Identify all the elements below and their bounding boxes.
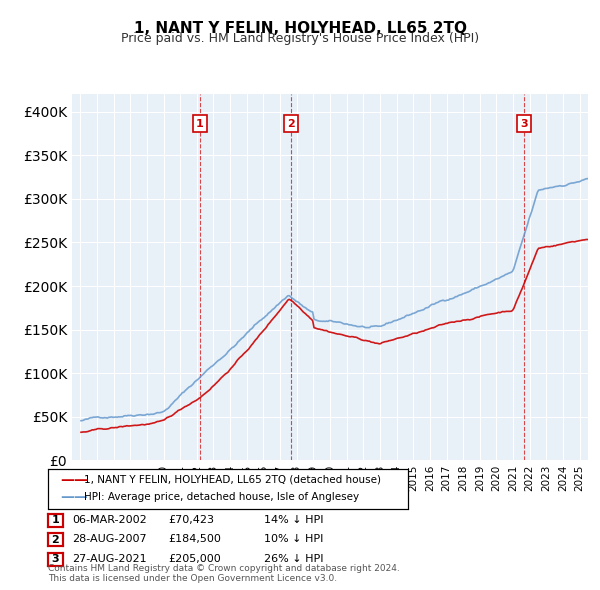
Text: ——: —— xyxy=(60,473,88,487)
Text: 14% ↓ HPI: 14% ↓ HPI xyxy=(264,515,323,525)
Text: £70,423: £70,423 xyxy=(168,515,214,525)
Text: 1: 1 xyxy=(196,119,204,129)
Text: 3: 3 xyxy=(52,555,59,564)
Text: 1: 1 xyxy=(52,516,59,525)
Text: 2: 2 xyxy=(52,535,59,545)
Text: Price paid vs. HM Land Registry's House Price Index (HPI): Price paid vs. HM Land Registry's House … xyxy=(121,32,479,45)
Text: 06-MAR-2002: 06-MAR-2002 xyxy=(72,515,147,525)
Text: 10% ↓ HPI: 10% ↓ HPI xyxy=(264,535,323,544)
Text: £184,500: £184,500 xyxy=(168,535,221,544)
Text: 27-AUG-2021: 27-AUG-2021 xyxy=(72,554,146,563)
Text: 28-AUG-2007: 28-AUG-2007 xyxy=(72,535,146,544)
Text: £205,000: £205,000 xyxy=(168,554,221,563)
Text: 26% ↓ HPI: 26% ↓ HPI xyxy=(264,554,323,563)
Text: HPI: Average price, detached house, Isle of Anglesey: HPI: Average price, detached house, Isle… xyxy=(84,493,359,502)
Text: 1, NANT Y FELIN, HOLYHEAD, LL65 2TQ: 1, NANT Y FELIN, HOLYHEAD, LL65 2TQ xyxy=(133,21,467,35)
Text: 2: 2 xyxy=(287,119,295,129)
Text: Contains HM Land Registry data © Crown copyright and database right 2024.
This d: Contains HM Land Registry data © Crown c… xyxy=(48,563,400,583)
Text: 3: 3 xyxy=(520,119,528,129)
Text: ——: —— xyxy=(60,490,88,504)
Text: 1, NANT Y FELIN, HOLYHEAD, LL65 2TQ (detached house): 1, NANT Y FELIN, HOLYHEAD, LL65 2TQ (det… xyxy=(84,475,381,484)
